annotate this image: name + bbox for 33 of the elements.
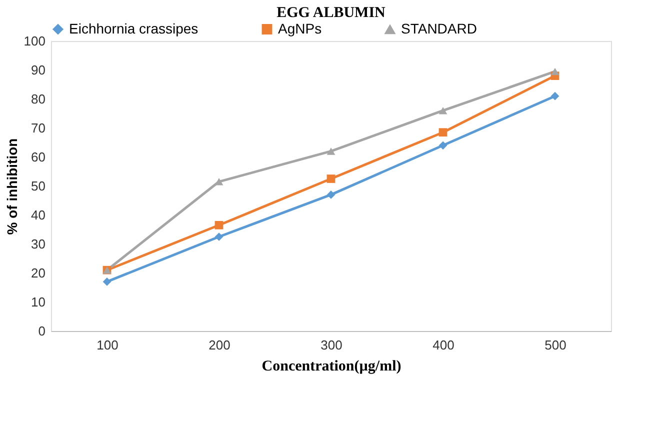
x-tick-label: 300 — [320, 338, 342, 352]
y-tick-label: 80 — [31, 92, 46, 106]
point — [438, 141, 448, 150]
point — [214, 220, 224, 230]
point — [550, 92, 560, 100]
x-tick-label: 200 — [208, 338, 230, 352]
point — [438, 128, 448, 137]
legend-label: AgNPs — [278, 20, 322, 36]
y-tick-label: 10 — [31, 294, 46, 310]
chart-title: EGG ALBUMIN — [276, 5, 386, 21]
y-axis-title: % of inhibition — [4, 138, 20, 235]
y-tick-label: 30 — [31, 236, 46, 252]
y-tick-label: 40 — [31, 208, 46, 222]
x-axis-title: Concentration(µg/ml) — [262, 358, 402, 374]
point — [214, 232, 224, 241]
x-tick-label: 500 — [544, 338, 566, 352]
y-tick-label: 70 — [31, 120, 46, 136]
point — [438, 106, 448, 114]
point — [550, 68, 560, 76]
point — [326, 190, 336, 199]
y-tick-label: 50 — [31, 178, 46, 194]
point — [326, 174, 336, 183]
y-tick-label: 100 — [24, 34, 46, 48]
y-tick-label: 60 — [31, 150, 46, 164]
legend-label: Eichhornia crassipes — [69, 20, 198, 36]
x-tick-label: 400 — [432, 338, 454, 352]
point — [326, 148, 336, 155]
x-tick-label: 100 — [96, 338, 118, 352]
point — [102, 278, 112, 286]
y-tick-label: 20 — [31, 266, 46, 280]
y-tick-label: 90 — [31, 62, 46, 78]
y-tick-label: 0 — [38, 324, 46, 338]
legend-label: STANDARD — [401, 20, 477, 36]
